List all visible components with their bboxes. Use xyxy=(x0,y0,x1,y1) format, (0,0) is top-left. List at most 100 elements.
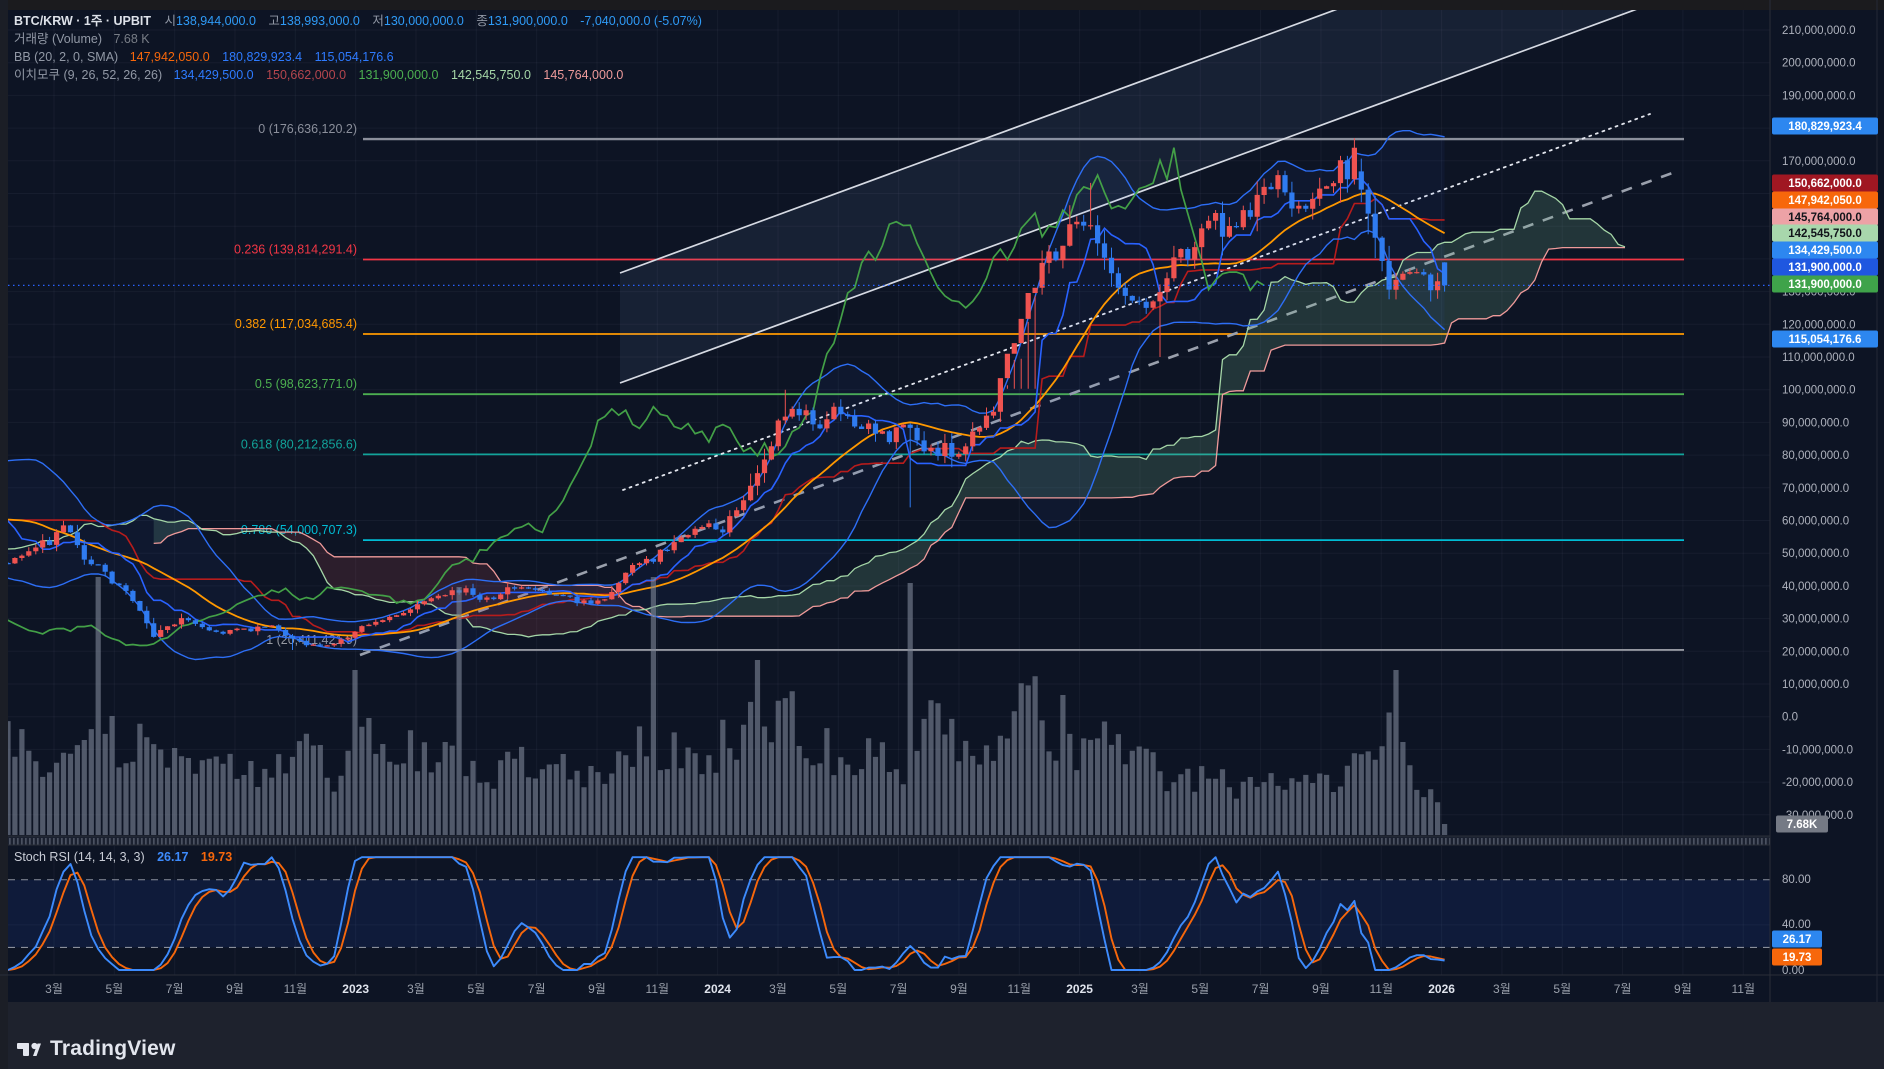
stoch-rsi-legend[interactable]: Stoch RSI (14, 14, 3, 3) 26.17 19.73 xyxy=(14,850,232,864)
svg-text:147,942,050.0: 147,942,050.0 xyxy=(1788,195,1862,207)
time-tick: 7월 xyxy=(166,982,184,996)
bb-fill xyxy=(8,130,1445,660)
tradingview-logo[interactable]: TradingView xyxy=(16,1036,176,1062)
price-tick: -10,000,000.0 xyxy=(1782,744,1853,756)
price-axis-badge xyxy=(1772,258,1878,276)
price-tick: 200,000,000.0 xyxy=(1782,58,1856,70)
stoch-d-value: 19.73 xyxy=(200,850,233,864)
price-axis-badge xyxy=(1772,174,1878,192)
stoch-axis-badge xyxy=(1772,948,1822,966)
ichimoku-leada-value: 142,545,750.0 xyxy=(450,68,531,82)
time-tick: 3월 xyxy=(407,982,425,996)
time-tick: 5월 xyxy=(829,982,847,996)
time-tick: 5월 xyxy=(467,982,485,996)
time-tick: 9월 xyxy=(226,982,244,996)
svg-text:7.68K: 7.68K xyxy=(1787,819,1818,831)
ichimoku-row[interactable]: 이치모쿠 (9, 26, 52, 26, 26) 134,429,500.0 1… xyxy=(14,68,624,82)
stoch-rsi-label: Stoch RSI (14, 14, 3, 3) xyxy=(14,850,145,864)
indicator-legend: BTC/KRW · 1주 · UPBIT 시138,944,000.0 고138… xyxy=(14,12,711,84)
fib-label-0.5: 0.5 (98,623,771.0) xyxy=(255,377,357,391)
price-tick: 80,000,000.0 xyxy=(1782,450,1849,462)
fib-label-0.382: 0.382 (117,034,685.4) xyxy=(235,317,357,331)
time-tick: 5월 xyxy=(105,982,123,996)
time-tick: 9월 xyxy=(950,982,968,996)
time-tick: 5월 xyxy=(1553,982,1571,996)
price-tick: 50,000,000.0 xyxy=(1782,548,1849,560)
price-pane[interactable]: 0 (176,636,120.2) 0.236 (139,814,291.4) 0.… xyxy=(0,0,1770,835)
svg-text:115,054,176.6: 115,054,176.6 xyxy=(1789,334,1862,346)
time-tick: 2023 xyxy=(342,982,369,996)
time-tick: 11월 xyxy=(646,982,670,996)
symbol-title[interactable]: BTC/KRW · 1주 · UPBIT xyxy=(14,14,151,28)
price-tick: 40,000,000.0 xyxy=(1782,581,1849,593)
time-tick: 9월 xyxy=(1312,982,1330,996)
volume-value: 7.68 K xyxy=(113,32,150,46)
price-tick: 10,000,000.0 xyxy=(1782,679,1849,691)
time-tick: 7월 xyxy=(890,982,908,996)
time-tick: 9월 xyxy=(1674,982,1692,996)
dashed-trendline xyxy=(359,170,1676,657)
stoch-tick: 0.00 xyxy=(1782,965,1804,977)
bb-lower-value: 115,054,176.6 xyxy=(314,50,394,64)
price-tick: 210,000,000.0 xyxy=(1782,25,1856,37)
time-tick: 7월 xyxy=(1252,982,1270,996)
fib-retracement[interactable]: 0 (176,636,120.2) 0.236 (139,814,291.4) 0.… xyxy=(234,122,1684,651)
price-axis[interactable]: 210,000,000.0 200,000,000.0 190,000,000.0 1… xyxy=(1772,25,1878,833)
ichimoku-lagging-value: 131,900,000.0 xyxy=(358,68,439,82)
bb-upper-value: 180,829,923.4 xyxy=(222,50,303,64)
symbol-row[interactable]: BTC/KRW · 1주 · UPBIT 시138,944,000.0 고138… xyxy=(14,14,702,28)
low-value: 130,000,000.0 xyxy=(383,14,464,28)
time-tick: 3월 xyxy=(45,982,63,996)
stoch-tick: 40.00 xyxy=(1782,919,1811,931)
stoch-rsi-pane[interactable] xyxy=(8,856,1770,971)
price-tick: -20,000,000.0 xyxy=(1782,777,1853,789)
ichimoku-conversion-value: 134,429,500.0 xyxy=(173,68,254,82)
svg-text:180,829,923.4: 180,829,923.4 xyxy=(1788,121,1862,133)
price-tick: 120,000,000.0 xyxy=(1782,319,1856,331)
svg-text:134,429,500.0: 134,429,500.0 xyxy=(1788,245,1862,257)
parallel-channel[interactable] xyxy=(359,0,1676,657)
stoch-tick: 80.00 xyxy=(1782,874,1811,886)
high-value: 138,993,000.0 xyxy=(279,14,360,28)
price-tick: 170,000,000.0 xyxy=(1782,156,1856,168)
change-value: -7,040,000.0 (-5.07%) xyxy=(580,14,702,28)
tradingview-logo-text: TradingView xyxy=(50,1037,176,1060)
svg-text:19.73: 19.73 xyxy=(1783,952,1812,964)
bb-basis-value: 147,942,050.0 xyxy=(129,50,210,64)
svg-text:150,662,000.0: 150,662,000.0 xyxy=(1788,178,1862,190)
price-tick: 20,000,000.0 xyxy=(1782,646,1849,658)
close-value: 131,900,000.0 xyxy=(487,14,568,28)
time-tick: 3월 xyxy=(769,982,787,996)
price-axis-badge xyxy=(1772,275,1878,293)
stoch-axis[interactable]: 80.00 40.00 0.00 26.17 19.73 xyxy=(1772,874,1822,977)
pane-divider[interactable] xyxy=(8,836,1770,845)
volume-row[interactable]: 거래량 (Volume) 7.68 K xyxy=(14,32,150,46)
time-tick: 2026 xyxy=(1428,982,1455,996)
time-tick: 3월 xyxy=(1493,982,1511,996)
price-axis-badge xyxy=(1772,330,1878,348)
time-tick: 11월 xyxy=(1008,982,1032,996)
price-tick: 70,000,000.0 xyxy=(1782,483,1849,495)
svg-text:142,545,750.0: 142,545,750.0 xyxy=(1788,228,1862,240)
price-tick: 0.0 xyxy=(1782,712,1798,724)
time-tick: 11월 xyxy=(1370,982,1394,996)
svg-text:131,900,000.0: 131,900,000.0 xyxy=(1788,279,1862,291)
time-tick: 7월 xyxy=(528,982,546,996)
tradingview-logo-icon xyxy=(17,1042,41,1056)
time-axis[interactable]: 3월 5월 7월 9월 11월 2023 3월 5월 7월 9월 11월 2024 3월 5월 7월 9월 11… xyxy=(45,982,1755,996)
fib-label-0.236: 0.236 (139,814,291.4) xyxy=(234,243,357,257)
svg-text:131,900,000.0: 131,900,000.0 xyxy=(1788,262,1862,274)
price-axis-badge xyxy=(1772,117,1878,135)
volume-bars xyxy=(8,577,1448,835)
ichimoku-leadb-value: 145,764,000.0 xyxy=(543,68,624,82)
time-tick: 9월 xyxy=(588,982,606,996)
price-tick: 30,000,000.0 xyxy=(1782,614,1849,626)
price-axis-badge xyxy=(1776,815,1828,833)
open-value: 138,944,000.0 xyxy=(175,14,256,28)
price-tick: 60,000,000.0 xyxy=(1782,516,1849,528)
chart-background xyxy=(0,0,1884,1002)
bb-row[interactable]: BB (20, 2, 0, SMA) 147,942,050.0 180,829… xyxy=(14,50,394,64)
price-axis-badge xyxy=(1772,224,1878,242)
time-tick: 7월 xyxy=(1614,982,1632,996)
